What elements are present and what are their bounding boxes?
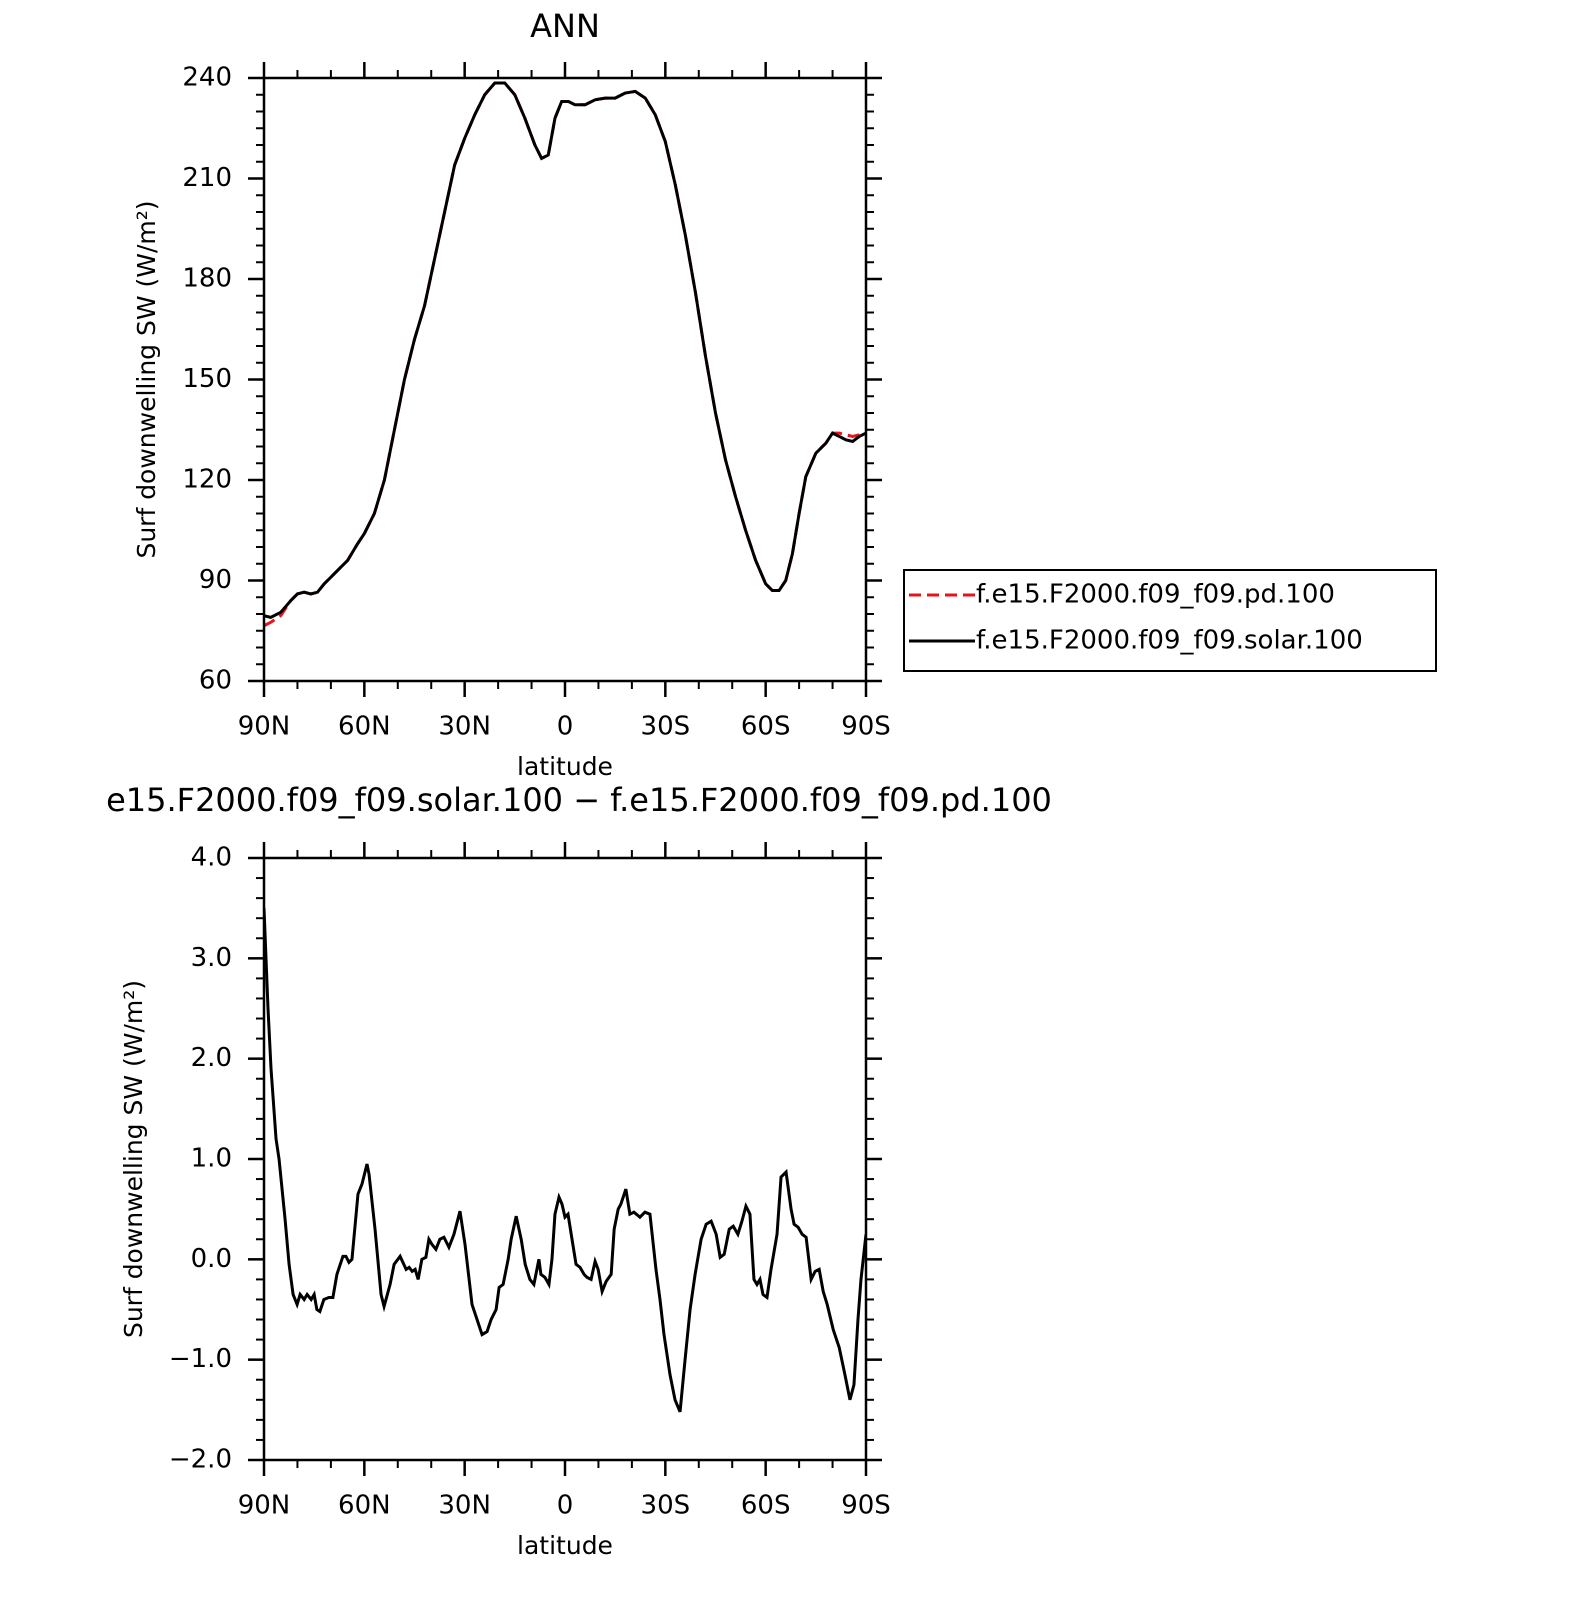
y-axis-label: Surf downwelling SW (W/m²) — [119, 980, 148, 1338]
y-tick-label: 90 — [199, 565, 232, 595]
x-tick-label: 0 — [557, 1491, 574, 1521]
x-tick-label: 90N — [238, 1491, 291, 1521]
x-axis-label: latitude — [517, 752, 613, 781]
y-tick-label: 2.0 — [191, 1043, 232, 1073]
line — [264, 81, 866, 628]
x-tick-label: 60S — [741, 712, 791, 742]
x-tick-label: 30S — [641, 712, 691, 742]
line — [264, 81, 866, 619]
y-tick-label: −2.0 — [169, 1445, 232, 1475]
y-tick-label: 240 — [182, 63, 232, 93]
legend-label: f.e15.F2000.f09_f09.solar.100 — [976, 626, 1363, 656]
chart-title: e15.F2000.f09_f09.solar.100 − f.e15.F200… — [106, 781, 1052, 819]
y-axis-label: Surf downwelling SW (W/m²) — [132, 200, 161, 558]
y-tick-label: 180 — [182, 264, 232, 294]
x-tick-label: 30N — [438, 1491, 491, 1521]
y-tick-label: 60 — [199, 666, 232, 696]
x-tick-label: 30S — [641, 1491, 691, 1521]
y-tick-label: 3.0 — [191, 943, 232, 973]
plot-frame — [262, 76, 868, 683]
legend-label: f.e15.F2000.f09_f09.pd.100 — [976, 580, 1335, 610]
x-tick-label: 90S — [841, 1491, 891, 1521]
x-tick-label: 60S — [741, 1491, 791, 1521]
x-tick-label: 0 — [557, 712, 574, 742]
x-tick-label: 60N — [338, 712, 391, 742]
y-tick-label: 120 — [182, 465, 232, 495]
x-tick-label: 90S — [841, 712, 891, 742]
y-tick-label: −1.0 — [169, 1344, 232, 1374]
x-axis-label: latitude — [517, 1531, 613, 1560]
x-tick-label: 90N — [238, 712, 291, 742]
x-tick-label: 60N — [338, 1491, 391, 1521]
legend-box — [903, 569, 1437, 672]
y-tick-label: 210 — [182, 163, 232, 193]
line — [264, 908, 866, 1413]
y-tick-label: 1.0 — [191, 1144, 232, 1174]
y-tick-label: 4.0 — [191, 843, 232, 873]
x-tick-label: 30N — [438, 712, 491, 742]
chart-title: ANN — [530, 7, 600, 45]
plot-frame — [262, 856, 868, 1462]
y-tick-label: 0.0 — [191, 1244, 232, 1274]
y-tick-label: 150 — [182, 364, 232, 394]
